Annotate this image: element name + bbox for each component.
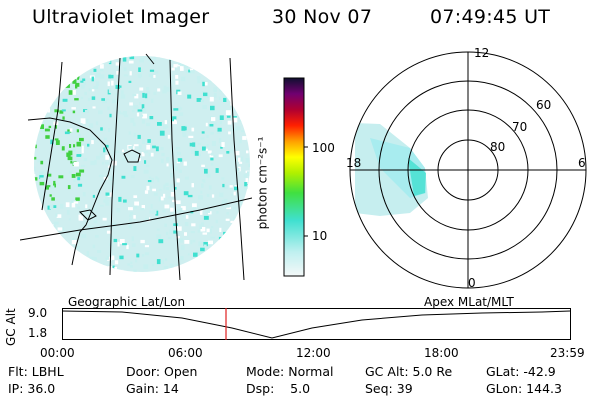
seq-readout: Seq: 39 (365, 381, 413, 396)
timeline-xtick-0000: 00:00 (40, 346, 75, 360)
altitude-curve (62, 310, 571, 339)
intensity-colorbar (283, 77, 308, 277)
timeline-xtick-0600: 06:00 (168, 346, 203, 360)
glon-readout: GLon: 144.3 (486, 381, 562, 396)
coastline (27, 117, 113, 266)
ip-readout: IP: 36.0 (8, 381, 56, 396)
polar-mlt-6: 6 (578, 156, 586, 170)
glat-readout: GLat: -42.9 (486, 364, 556, 379)
polar-mlat-mlt-plot (349, 51, 587, 289)
colorbar-tick-10: 10 (312, 229, 328, 243)
polar-lat-80: 80 (490, 140, 506, 154)
gc-alt-readout: GC Alt: 5.0 Re (365, 364, 453, 379)
lat-lon-grid (20, 53, 252, 280)
timeline-left-title: Geographic Lat/Lon (68, 295, 186, 309)
timeline-xtick-2359: 23:59 (550, 346, 585, 360)
timeline-ytick-low: 1.8 (28, 326, 48, 340)
polar-mlt-18: 18 (346, 156, 362, 170)
colorbar-tick-100: 100 (312, 141, 335, 155)
polar-mlt-0: 0 (468, 276, 476, 290)
filter-readout: Flt: LBHL (8, 364, 64, 379)
polar-lat-70: 70 (512, 120, 528, 134)
timeline-ytick-high: 9.0 (28, 306, 48, 320)
colorbar-gradient (283, 77, 305, 277)
altitude-timeline-plot[interactable] (62, 308, 574, 342)
timeline-xtick-1200: 12:00 (296, 346, 331, 360)
date-label: 30 Nov 07 (272, 6, 373, 28)
time-label: 07:49:45 UT (430, 6, 551, 28)
timeline-xtick-1800: 18:00 (424, 346, 459, 360)
timeline-axis-label: GC Alt (4, 308, 18, 346)
door-readout: Door: Open (126, 364, 198, 379)
mode-readout: Mode: Normal (246, 364, 334, 379)
timeline-right-title: Apex MLat/MLT (424, 295, 514, 309)
colorbar-unit-label: photon cm⁻²s⁻¹ (255, 136, 270, 230)
geographic-map-image (20, 53, 252, 280)
dsp-readout: Dsp: 5.0 (246, 381, 311, 396)
instrument-title: Ultraviolet Imager (32, 6, 210, 28)
polar-grid (349, 51, 587, 289)
gain-readout: Gain: 14 (126, 381, 179, 396)
polar-lat-60: 60 (536, 98, 552, 112)
polar-mlt-12: 12 (474, 46, 490, 60)
